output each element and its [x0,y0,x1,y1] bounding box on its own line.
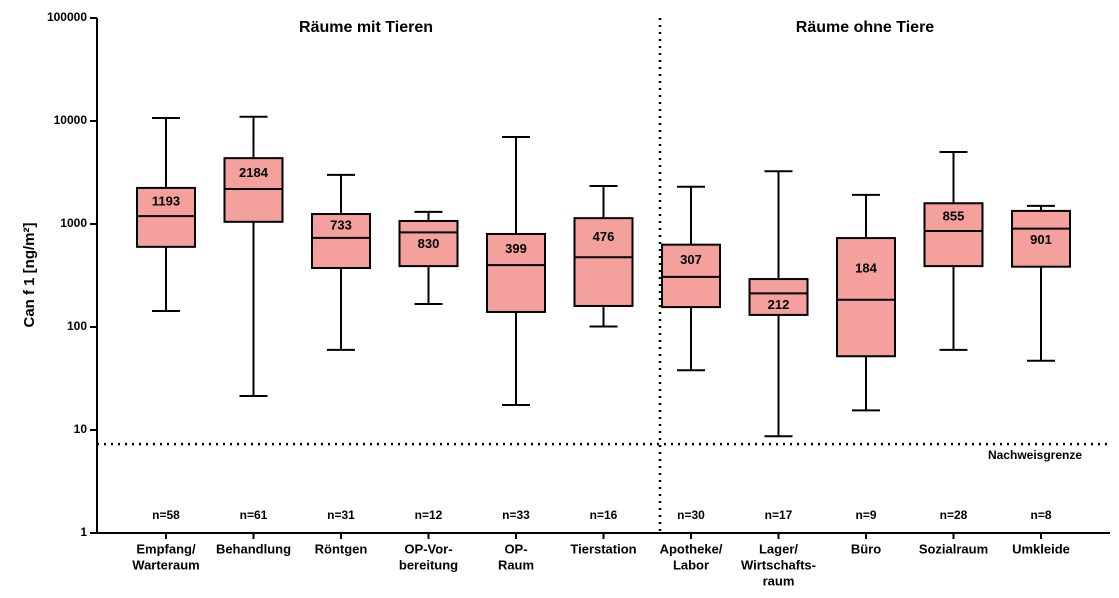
x-tick-label: Behandlung [216,541,291,556]
n-label: n=8 [1030,508,1051,522]
group-title: Räume ohne Tiere [796,19,935,36]
median-label: 212 [768,297,790,312]
y-tick-label: 100 [67,319,87,333]
x-tick-label: Raum [498,557,534,572]
x-tick-label: Tierstation [570,541,636,556]
x-tick-label: bereitung [399,557,458,572]
n-label: n=16 [590,508,618,522]
median-label: 733 [330,217,352,232]
y-tick-label: 10000 [54,113,88,127]
x-tick-label: Lager/ [759,541,798,556]
y-tick-label: 100000 [47,10,87,24]
median-label: 399 [505,241,527,256]
x-tick-label: Warteraum [132,557,199,572]
median-label: 2184 [239,165,269,180]
x-tick-label: OP- [504,541,527,556]
y-tick-label: 10 [74,422,88,436]
box [311,213,371,269]
x-tick-label: Labor [673,557,709,572]
y-tick-label: 1000 [60,216,87,230]
n-label: n=31 [327,508,355,522]
box [398,219,459,268]
median-label: 855 [943,209,965,224]
n-label: n=9 [855,508,876,522]
median-label: 307 [680,252,702,267]
x-tick-label: OP-Vor- [404,541,452,556]
x-tick-label: Umkleide [1012,541,1070,556]
group-title: Räume mit Tieren [299,19,433,36]
median-label: 901 [1030,232,1052,247]
n-label: n=30 [677,508,705,522]
x-tick-label: Büro [851,541,881,556]
n-label: n=61 [240,508,268,522]
n-label: n=17 [765,508,793,522]
n-label: n=12 [415,508,443,522]
x-tick-label: Röntgen [315,541,368,556]
y-tick-label: 1 [80,525,87,539]
box [748,278,809,316]
box [836,237,896,358]
x-tick-label: Wirtschafts- [741,557,816,572]
box [486,232,546,313]
y-axis-label: Can f 1 [ng/m²] [21,223,38,328]
median-label: 476 [593,229,615,244]
n-label: n=33 [502,508,530,522]
median-label: 1193 [152,193,180,208]
n-label: n=28 [940,508,968,522]
x-tick-label: Sozialraum [919,541,988,556]
x-tick-label: Apotheke/ [660,541,723,556]
detection-limit-label: Nachweisgrenze [988,448,1082,462]
box [923,202,984,268]
median-label: 830 [418,236,440,251]
box [136,186,196,248]
box [573,217,634,307]
x-tick-label: raum [763,573,795,588]
box [1011,209,1071,268]
median-label: 184 [855,260,877,275]
n-label: n=58 [152,508,180,522]
x-tick-label: Empfang/ [136,541,196,556]
